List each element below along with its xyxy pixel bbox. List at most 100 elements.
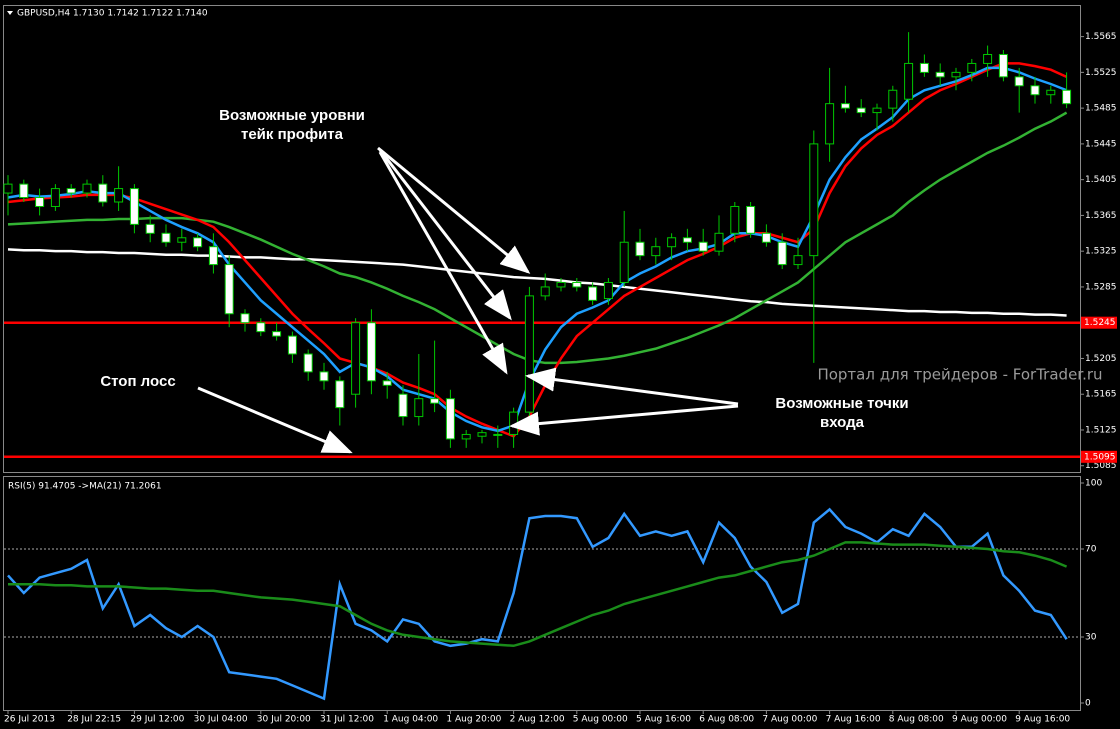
annotation: Стоп лосс: [100, 373, 175, 390]
candle-body: [145, 223, 155, 234]
candle-body: [129, 188, 139, 225]
candle-body: [477, 432, 487, 437]
level-label-box: [1081, 450, 1117, 463]
candle-body: [619, 241, 629, 283]
x-tick-label: 29 Jul 12:00: [130, 715, 184, 725]
candle-body: [1046, 89, 1056, 96]
y-tick-label: 0: [1085, 699, 1091, 709]
y-tick-label: 1.5285: [1085, 282, 1117, 292]
menu-triangle: [7, 11, 13, 15]
y-tick-label: 1.5125: [1085, 425, 1117, 435]
candle-body: [524, 295, 534, 413]
moving-average: [7, 111, 1068, 365]
candle-body: [572, 281, 582, 288]
x-tick-label: 7 Aug 00:00: [762, 715, 817, 725]
candle-body: [398, 393, 408, 418]
candle-body: [714, 232, 724, 252]
candle-body: [777, 241, 787, 266]
y-tick-label: 1.5445: [1085, 139, 1117, 149]
candle-body: [809, 143, 819, 257]
x-tick-label: 5 Aug 00:00: [573, 715, 628, 725]
x-tick-label: 7 Aug 16:00: [826, 715, 881, 725]
moving-average: [7, 66, 1068, 433]
x-tick-label: 6 Aug 08:00: [699, 715, 754, 725]
y-tick-label: 1.5085: [1085, 461, 1117, 471]
candle-body: [1014, 76, 1024, 87]
candle-body: [208, 246, 218, 266]
candle-body: [635, 241, 645, 257]
candle-body: [825, 103, 835, 145]
rsi-title: RSI(5) 91.4705 ->MA(21) 71.2061: [8, 482, 162, 492]
candle-body: [287, 335, 297, 355]
candle-body: [303, 353, 313, 373]
candle-body: [667, 237, 677, 248]
candle-body: [1062, 89, 1072, 105]
price-frame: [3, 5, 1081, 473]
candle-body: [161, 232, 171, 243]
candle-body: [1030, 85, 1040, 96]
candle-body: [461, 433, 471, 440]
y-tick-label: 1.5365: [1085, 211, 1117, 221]
candle-body: [240, 313, 250, 324]
candle-body: [224, 264, 234, 315]
candle-body: [3, 183, 13, 194]
y-tick-label: 1.5405: [1085, 175, 1117, 185]
candle-body: [730, 205, 740, 234]
watermark: Портал для трейдеров - ForTrader.ru: [817, 366, 1102, 384]
y-tick-label: 1.5565: [1085, 32, 1117, 42]
y-tick-label: 1.5165: [1085, 390, 1117, 400]
candle-body: [351, 322, 361, 395]
moving-average: [7, 62, 1068, 438]
x-tick-label: 9 Aug 16:00: [1015, 715, 1070, 725]
x-tick-label: 5 Aug 16:00: [636, 715, 691, 725]
candle-body: [588, 286, 598, 301]
candle-body: [919, 62, 929, 73]
candle-body: [335, 380, 345, 409]
candle-body: [651, 246, 661, 257]
y-tick-label: 1.5485: [1085, 104, 1117, 114]
annotation: тейк профита: [241, 126, 344, 143]
candle-body: [177, 237, 187, 243]
candle-body: [967, 62, 977, 73]
candle-body: [983, 53, 993, 64]
candle-body: [445, 398, 455, 440]
arrows: [197, 146, 739, 454]
candle-body: [904, 62, 914, 100]
candle-body: [793, 255, 803, 266]
y-tick-label: 70: [1085, 545, 1097, 555]
candle-body: [272, 331, 282, 337]
candle-body: [82, 183, 92, 194]
level-label: 1.5245: [1084, 318, 1116, 328]
rsi-line: [7, 507, 1068, 701]
candle-body: [430, 398, 440, 404]
y-tick-label: 1.5325: [1085, 247, 1117, 257]
annotation: входа: [820, 414, 865, 431]
x-tick-label: 9 Aug 00:00: [952, 715, 1007, 725]
y-tick-label: 30: [1085, 633, 1097, 643]
candle-body: [951, 71, 961, 78]
candle-body: [698, 241, 708, 252]
level-label: 1.5095: [1084, 452, 1116, 462]
level-label-box: [1081, 316, 1117, 329]
candle-body: [98, 183, 108, 203]
candle-body: [888, 89, 898, 109]
candle-body: [509, 411, 519, 435]
x-tick-label: 31 Jul 12:00: [320, 715, 374, 725]
candle-body: [872, 107, 882, 114]
candle-body: [382, 380, 392, 386]
rsi-line: [8, 541, 1068, 648]
x-tick-label: 28 Jul 22:15: [67, 715, 121, 725]
x-tick-label: 30 Jul 20:00: [257, 715, 311, 725]
x-tick-label: 30 Jul 04:00: [194, 715, 248, 725]
candle-body: [19, 183, 29, 199]
candle-body: [556, 281, 566, 288]
x-tick-label: 1 Aug 20:00: [446, 715, 501, 725]
candle-body: [998, 53, 1008, 78]
candle-body: [935, 71, 945, 78]
annotation: Возможные уровни: [219, 107, 365, 124]
candle-body: [682, 237, 692, 243]
x-tick-label: 2 Aug 12:00: [510, 715, 565, 725]
candle-body: [746, 205, 756, 234]
price-title: GBPUSD,H4 1.7130 1.7142 1.7122 1.7140: [17, 9, 208, 19]
